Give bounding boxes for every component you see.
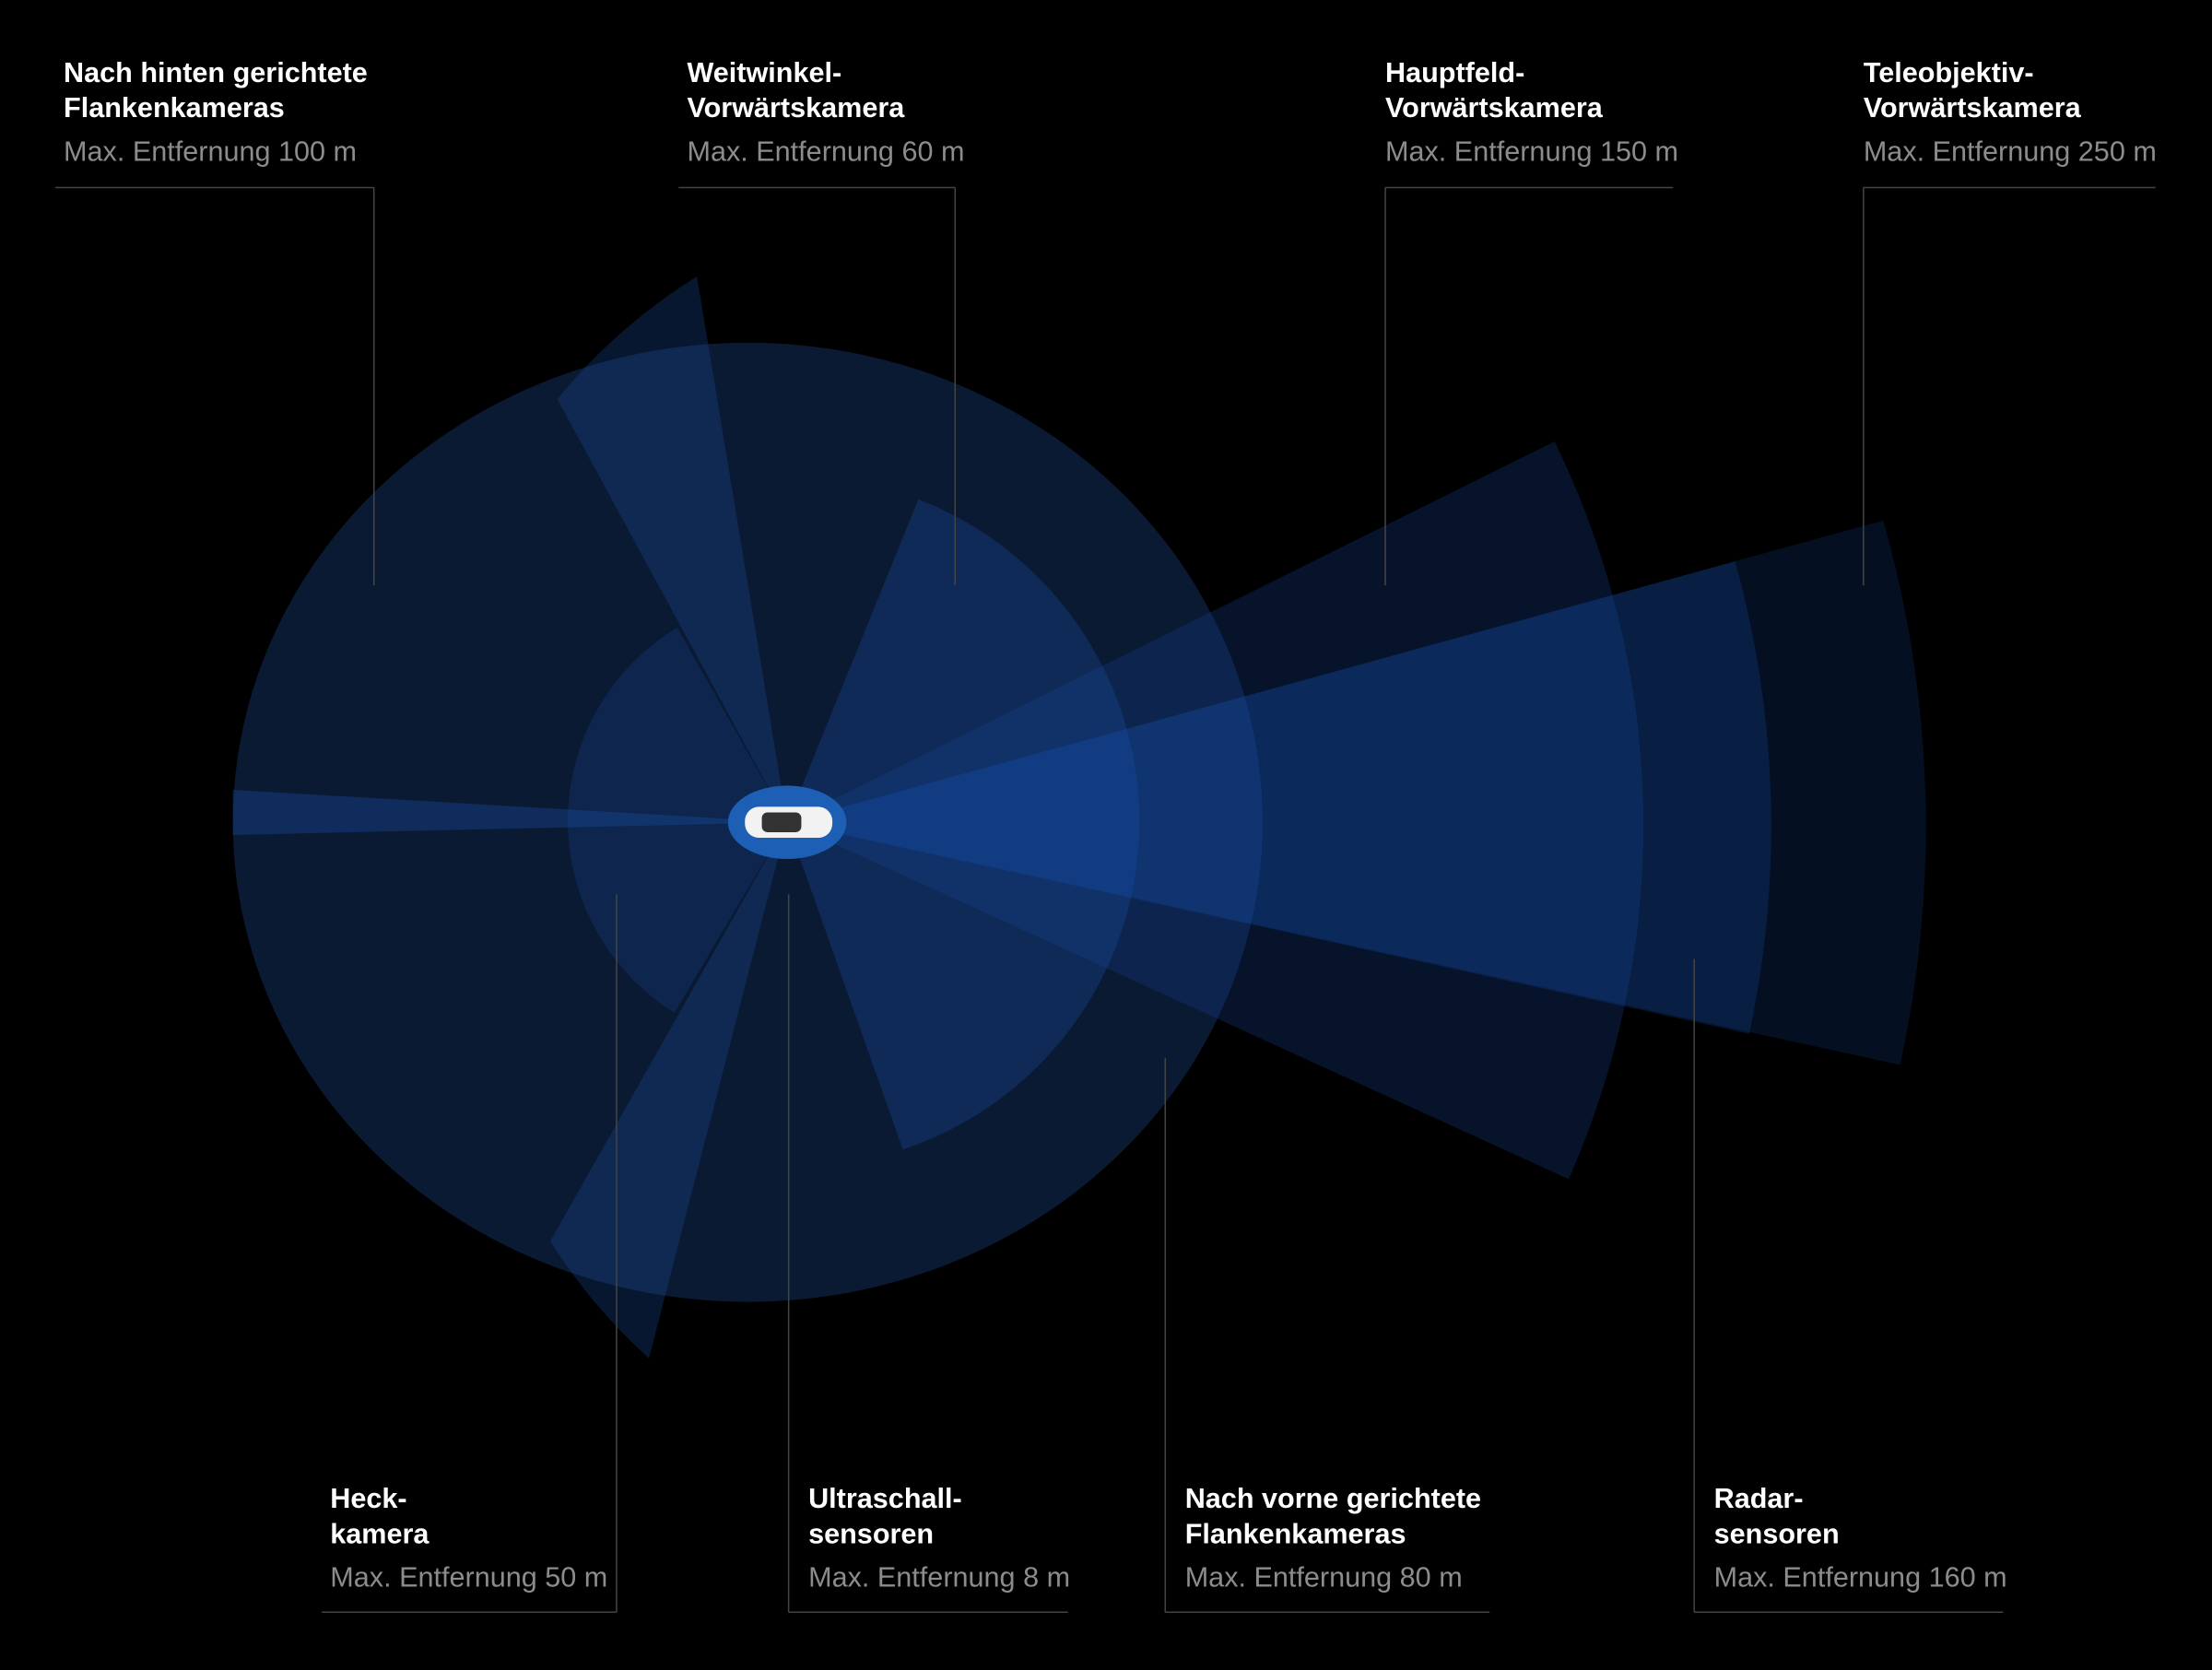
label-title: sensoren <box>1714 1518 1840 1549</box>
label-title: Nach vorne gerichtete <box>1185 1483 1481 1514</box>
label-range: Max. Entfernung 100 m <box>64 135 357 167</box>
tele-camera-field <box>787 520 1926 1065</box>
label-range: Max. Entfernung 150 m <box>1385 135 1678 167</box>
label-title: Flankenkameras <box>64 92 285 123</box>
label-title: Heck- <box>330 1483 406 1514</box>
leader-line <box>1693 958 2004 1614</box>
rear-camera-near <box>568 628 788 1013</box>
leader-line <box>678 186 957 586</box>
radar-field <box>787 561 1771 1034</box>
wide-camera-field <box>787 499 1140 1150</box>
label-range: Max. Entfernung 50 m <box>330 1562 607 1594</box>
leader-line <box>1863 186 2156 586</box>
label-title: Vorwärtskamera <box>1385 92 1604 123</box>
label-title: Nach hinten gerichtete <box>64 57 368 88</box>
label-range: Max. Entfernung 250 m <box>1864 135 2157 167</box>
leader-line <box>322 894 618 1614</box>
leader-line <box>787 894 1068 1614</box>
label-title: Ultraschall- <box>808 1483 962 1514</box>
coverage <box>232 276 1926 1358</box>
rear-camera-field <box>232 790 788 835</box>
label-title: Vorwärtskamera <box>687 92 905 123</box>
label-title: Vorwärtskamera <box>1864 92 2082 123</box>
rear-side-camera-upper <box>557 276 788 823</box>
car-roof <box>761 812 802 832</box>
rear-side-camera-lower <box>550 822 788 1358</box>
leader-line <box>1384 186 1674 586</box>
label-range: Max. Entfernung 160 m <box>1714 1562 2007 1594</box>
label-title: kamera <box>330 1518 429 1549</box>
label-title: Teleobjektiv- <box>1864 57 2034 88</box>
leader-line <box>1164 1057 1490 1614</box>
label-title: sensoren <box>808 1518 934 1549</box>
label-range: Max. Entfernung 8 m <box>808 1562 1070 1594</box>
leader-line <box>54 186 375 586</box>
label-title: Hauptfeld- <box>1385 57 1524 88</box>
main-camera-field <box>787 441 1644 1180</box>
label-title: Radar- <box>1714 1483 1804 1514</box>
label-title: Weitwinkel- <box>687 57 841 88</box>
label-range: Max. Entfernung 80 m <box>1185 1562 1463 1594</box>
label-range: Max. Entfernung 60 m <box>687 135 964 167</box>
leader-lines <box>54 186 2156 1614</box>
label-title: Flankenkameras <box>1185 1518 1406 1549</box>
